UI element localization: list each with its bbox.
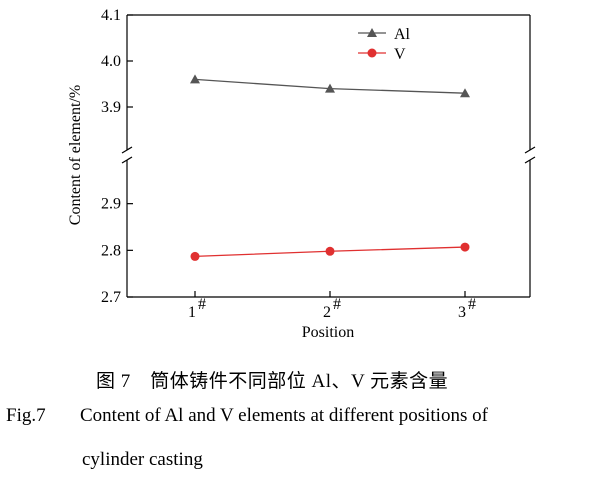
figure-number: Fig.7 [6,405,46,426]
series-layer [190,74,470,261]
data-point-circle [325,246,335,256]
y-tick-label: 2.7 [101,289,121,306]
axis-break-mark [121,156,133,164]
legend-item-v: V [358,46,406,63]
y-axis-label: Content of element/% [67,85,84,225]
plot-frame [121,14,536,298]
data-point-triangle [325,83,335,93]
caption-english-line-2: cylinder casting [82,449,203,470]
caption-english-line-1: Fig.7 Content of Al and V elements at dif… [6,405,602,427]
x-axis: 1 #2 #3 # [188,291,476,321]
x-tick-label: 1 [188,304,196,321]
y-tick-label: 3.9 [101,99,121,116]
data-point-circle [190,251,200,261]
data-point-circle [460,242,470,252]
x-tick-superscript: # [333,296,341,313]
y-axis: 4.1 4.0 3.9 2.9 2.8 2.7 [101,7,133,306]
legend-marker-triangle [367,28,377,37]
caption-english-text: Content of Al and V elements at differen… [80,405,488,426]
axis-break-mark [524,156,536,164]
legend: Al V [358,26,411,63]
series-v [190,242,470,261]
axis-break-mark [121,146,133,154]
caption-chinese: 图 7 筒体铸件不同部位 Al、V 元素含量 [96,371,449,392]
x-axis-label: Position [302,324,354,341]
y-tick-label: 2.9 [101,196,121,213]
data-point-triangle [190,74,200,84]
y-tick-label: 4.0 [101,53,121,70]
x-tick-superscript: # [198,296,206,313]
x-tick-label: 3 [458,304,466,321]
y-tick-label: 4.1 [101,7,121,24]
legend-label: V [394,46,406,63]
legend-marker-circle [367,48,377,58]
axis-break-mark [524,146,536,154]
legend-item-al: Al [358,26,411,43]
chart: 4.14.03.92.92.82.7 1 #2 #3 # AlV Position C… [67,7,536,341]
x-tick-superscript: # [468,296,476,313]
data-point-triangle [460,88,470,98]
series-al [190,74,470,98]
x-tick-label: 2 [323,304,331,321]
legend-label: Al [394,26,411,43]
y-tick-label: 2.8 [101,242,121,259]
